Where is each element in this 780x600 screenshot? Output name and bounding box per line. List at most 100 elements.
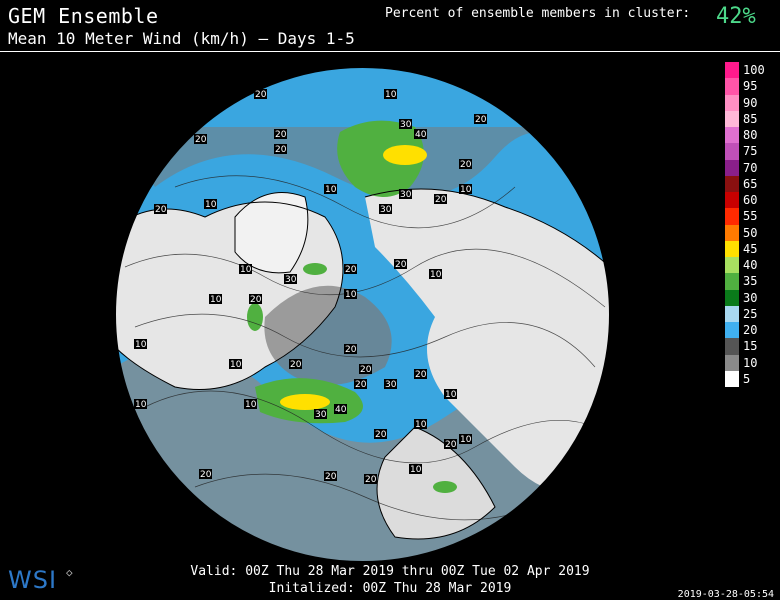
wind-core-pacific: [280, 394, 330, 410]
legend-swatch: [725, 78, 739, 95]
legend-swatch: [725, 192, 739, 209]
svg-text:20: 20: [195, 135, 207, 145]
contour-label: 10: [239, 264, 252, 275]
contour-label: 40: [414, 129, 427, 140]
svg-text:10: 10: [210, 295, 222, 305]
svg-text:10: 10: [385, 90, 397, 100]
svg-text:20: 20: [360, 365, 372, 375]
contour-label: 20: [289, 359, 302, 370]
svg-text:30: 30: [400, 190, 412, 200]
legend-row: 10: [725, 354, 775, 371]
legend-swatch: [725, 110, 739, 127]
contour-label: 20: [274, 144, 287, 155]
svg-text:20: 20: [415, 370, 427, 380]
contour-label: 10: [429, 269, 442, 280]
map-disc-border: [115, 67, 610, 562]
svg-text:20: 20: [290, 360, 302, 370]
map-title: GEM Ensemble: [8, 4, 159, 28]
svg-text:30: 30: [400, 120, 412, 130]
svg-text:10: 10: [445, 390, 457, 400]
wind-patch-mediterranean: [433, 481, 457, 493]
wind-core-north-atlantic: [383, 145, 427, 165]
svg-text:20: 20: [345, 265, 357, 275]
legend-row: 30: [725, 289, 775, 306]
legend-row: 80: [725, 127, 775, 144]
svg-text:20: 20: [395, 260, 407, 270]
legend-swatch: [725, 175, 739, 192]
contour-label: 20: [199, 469, 212, 480]
legend-row: 35: [725, 273, 775, 290]
svg-text:20: 20: [460, 160, 472, 170]
contour-label: 10: [409, 464, 422, 475]
legend-swatch: [725, 338, 739, 355]
svg-text:10: 10: [325, 185, 337, 195]
wind-max-north-atlantic: [337, 120, 424, 197]
generation-timestamp: 2019-03-28-05:54: [677, 589, 774, 600]
legend-swatch: [725, 257, 739, 274]
svg-text:20: 20: [355, 380, 367, 390]
legend-row: 60: [725, 192, 775, 209]
legend-label: 85: [743, 111, 758, 126]
svg-text:10: 10: [410, 465, 422, 475]
wind-patch-canada: [247, 303, 263, 331]
legend-row: 5: [725, 370, 775, 387]
contour-label: 20: [274, 129, 287, 140]
contour-label: 10: [134, 399, 147, 410]
contour-label: 10: [444, 389, 457, 400]
isotach-contours: [124, 175, 606, 521]
legend-swatch: [725, 322, 739, 339]
legend-label: 90: [743, 95, 758, 110]
legend-row: 75: [725, 143, 775, 160]
valid-period: Valid: 00Z Thu 28 Mar 2019 thru 00Z Tue …: [190, 564, 590, 579]
svg-text:10: 10: [415, 420, 427, 430]
svg-text:20: 20: [200, 470, 212, 480]
contour-label: 10: [209, 294, 222, 305]
legend-label: 35: [743, 274, 758, 289]
contour-label: 20: [324, 471, 337, 482]
svg-text:20: 20: [365, 475, 377, 485]
legend-label: 95: [743, 79, 758, 94]
legend-swatch: [725, 94, 739, 111]
wsi-logo: WSI: [8, 566, 58, 594]
svg-text:20: 20: [275, 130, 287, 140]
contour-label: 30: [379, 204, 392, 215]
legend-row: 55: [725, 208, 775, 225]
contour-label: 20: [154, 204, 167, 215]
legend-swatch: [725, 143, 739, 160]
svg-text:30: 30: [380, 205, 392, 215]
legend-row: 15: [725, 338, 775, 355]
legend-row: 85: [725, 110, 775, 127]
svg-text:10: 10: [230, 360, 242, 370]
svg-text:20: 20: [445, 440, 457, 450]
initialized-time: Initalized: 00Z Thu 28 Mar 2019: [268, 581, 512, 596]
legend-label: 30: [743, 290, 758, 305]
legend-row: 100: [725, 62, 775, 79]
svg-text:20: 20: [345, 345, 357, 355]
legend-label: 5: [743, 371, 751, 386]
legend-swatch: [725, 273, 739, 290]
contour-label: 20: [459, 159, 472, 170]
contour-label: 10: [324, 184, 337, 195]
legend-label: 15: [743, 339, 758, 354]
legend-swatch: [725, 240, 739, 257]
header-divider: [0, 51, 780, 52]
contour-label: 40: [334, 404, 347, 415]
legend-swatch: [725, 224, 739, 241]
polar-wind-map: 20 10 20 20 20 30 40 20 20 10 10 30 30 20 20 10 10 30 20 20…: [115, 67, 610, 562]
svg-text:30: 30: [315, 410, 327, 420]
svg-text:20: 20: [255, 90, 267, 100]
contour-label: 10: [344, 289, 357, 300]
contour-label: 10: [459, 434, 472, 445]
legend-label: 25: [743, 306, 758, 321]
contour-label: 20: [254, 89, 267, 100]
contour-label: 20: [194, 134, 207, 145]
contour-label: 30: [399, 119, 412, 130]
svg-text:20: 20: [375, 430, 387, 440]
cluster-percent-label: Percent of ensemble members in cluster:: [385, 6, 691, 21]
svg-text:10: 10: [345, 290, 357, 300]
wind-patch-arctic: [303, 263, 327, 275]
wind-speed-legend: 100 95 90 85 80 75 70 65 60 55 50 45 40 35 30 25 20 15 10 5: [725, 62, 775, 387]
contour-label: 10: [244, 399, 257, 410]
